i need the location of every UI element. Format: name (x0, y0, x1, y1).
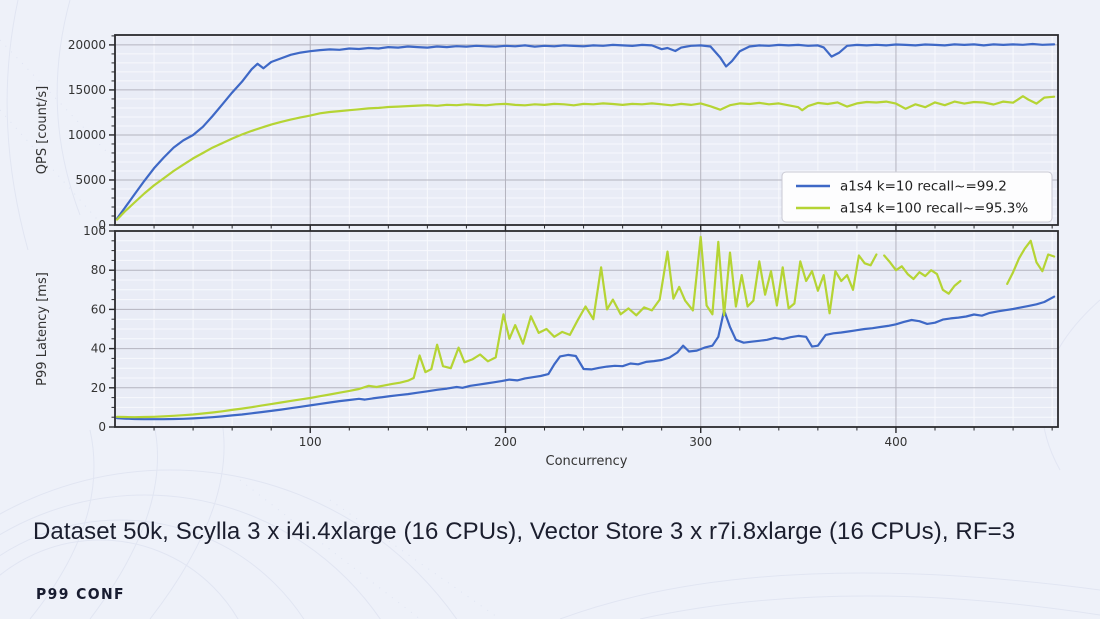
y-tick-label: 5000 (75, 173, 106, 187)
legend-label-0: a1s4 k=10 recall~=99.2 (840, 179, 1007, 195)
minor-grid (115, 231, 1058, 427)
x-tick-label: 200 (494, 435, 517, 449)
y-axis-label: P99 Latency [ms] (35, 272, 50, 386)
ticks (109, 35, 1053, 231)
y-tick-label: 60 (91, 302, 106, 316)
caption: Dataset 50k, Scylla 3 x i4i.4xlarge (16 … (33, 518, 1016, 545)
y-tick-label: 20 (91, 381, 106, 395)
minor-grid (115, 35, 1058, 225)
y-tick-label: 0 (98, 218, 106, 232)
ticks (109, 230, 1053, 433)
x-tick-label: 300 (689, 435, 712, 449)
charts-figure: 0 5000 10000 15000 20000 QPS [count/s] a1s4 k=… (35, 34, 1059, 469)
series-line-0 (115, 42, 1056, 220)
major-grid (115, 231, 1058, 427)
y-axis-label: QPS [count/s] (35, 86, 50, 174)
latency-axes: 0 20 40 60 80 100 P99 Latency [ms] 100 200 300 400… (35, 224, 1059, 469)
qps-axes: 0 5000 10000 15000 20000 QPS [count/s] a1s4 k=… (35, 34, 1059, 232)
series-line-0 (115, 295, 1056, 421)
y-tick-label: 40 (91, 342, 106, 356)
y-tick-label: 20000 (68, 38, 106, 52)
x-axis-label: Concurrency (546, 454, 628, 469)
legend: a1s4 k=10 recall~=99.2 a1s4 k=100 recall~… (781, 171, 1053, 223)
legend-label-1: a1s4 k=100 recall~=95.3% (840, 201, 1028, 217)
p99conf-logo: P99 CONF (36, 585, 125, 603)
y-tick-label: 10000 (68, 128, 106, 142)
x-tick-label: 100 (299, 435, 322, 449)
y-tick-label: 15000 (68, 83, 106, 97)
y-tick-label: 80 (91, 263, 106, 277)
y-tick-label: 0 (98, 420, 106, 434)
y-tick-label: 100 (83, 224, 106, 238)
x-tick-label: 400 (884, 435, 907, 449)
series-line-1 (115, 235, 1056, 419)
series-line-1 (115, 95, 1056, 221)
